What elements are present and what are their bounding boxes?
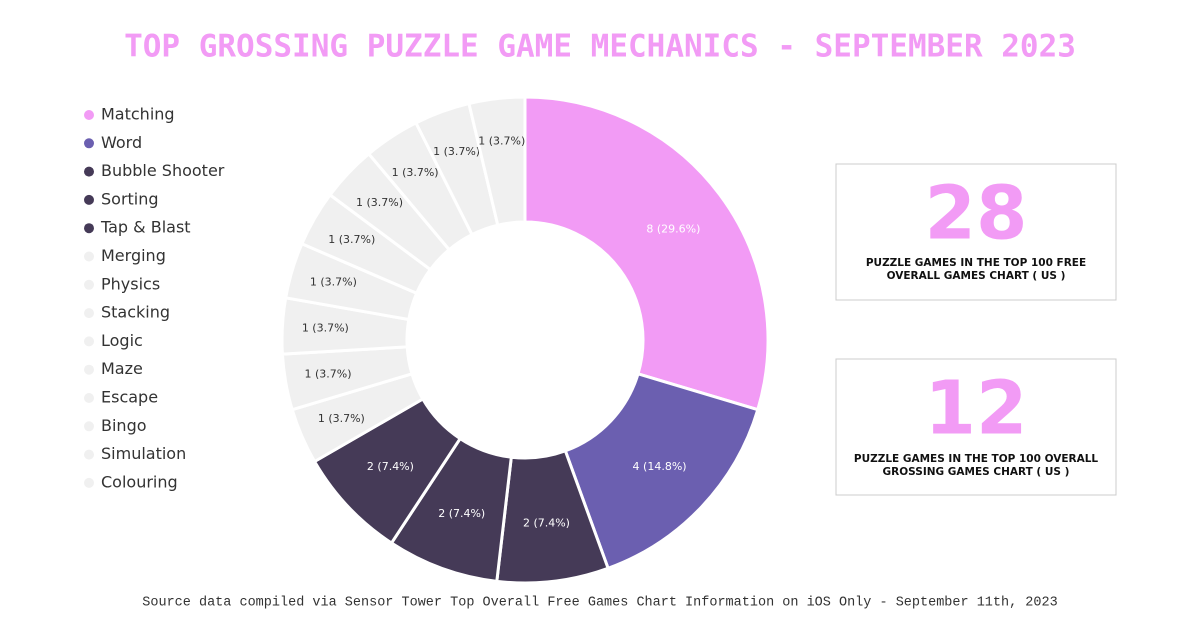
legend-label: Stacking xyxy=(101,303,170,322)
slice-label: 1 (3.7%) xyxy=(392,166,439,179)
slice-label: 2 (7.4%) xyxy=(367,460,414,473)
slice-label: 1 (3.7%) xyxy=(433,145,480,158)
legend-label: Matching xyxy=(101,105,175,124)
legend-label: Tap & Blast xyxy=(100,218,191,237)
legend-label: Physics xyxy=(101,274,160,293)
legend-marker xyxy=(84,110,94,120)
slice-label: 2 (7.4%) xyxy=(523,517,570,530)
legend-label: Word xyxy=(101,133,142,152)
slice-label: 1 (3.7%) xyxy=(328,233,375,246)
slice-label: 1 (3.7%) xyxy=(302,321,349,334)
stat-value: 12 xyxy=(925,366,1028,452)
slice-label: 1 (3.7%) xyxy=(318,412,365,425)
legend-marker xyxy=(84,336,94,347)
legend-label: Sorting xyxy=(101,189,159,208)
legend-label: Simulation xyxy=(101,444,186,463)
stat-caption: PUZZLE GAMES IN THE TOP 100 FREE xyxy=(866,257,1086,269)
stat-value: 28 xyxy=(925,171,1028,257)
slice-label: 1 (3.7%) xyxy=(478,134,525,147)
stat-caption: OVERALL GAMES CHART ( US ) xyxy=(887,270,1066,282)
stat-caption: GROSSING GAMES CHART ( US ) xyxy=(883,466,1070,478)
slice-label: 1 (3.7%) xyxy=(356,196,403,209)
legend-marker xyxy=(84,138,94,149)
slice xyxy=(523,95,770,412)
legend-label: Bingo xyxy=(101,416,147,435)
chart-title: TOP GROSSING PUZZLE GAME MECHANICS - SEP… xyxy=(124,29,1076,65)
stat-caption: PUZZLE GAMES IN THE TOP 100 OVERALL xyxy=(854,453,1099,465)
legend-label: Escape xyxy=(101,388,158,407)
legend-marker xyxy=(84,223,94,234)
legend-label: Logic xyxy=(101,331,143,350)
legend-marker xyxy=(84,279,94,290)
legend-marker xyxy=(84,364,94,375)
slice-label: 2 (7.4%) xyxy=(438,507,485,520)
legend-label: Merging xyxy=(101,246,166,265)
legend-label: Colouring xyxy=(101,472,178,491)
legend-marker xyxy=(84,308,94,319)
slice xyxy=(467,95,527,227)
slice xyxy=(563,371,760,571)
stat-box xyxy=(835,163,1117,301)
legend-label: Maze xyxy=(101,359,143,378)
source-note: Source data compiled via Sensor Tower To… xyxy=(142,596,1057,611)
legend-marker xyxy=(84,393,94,403)
legend-marker xyxy=(84,194,94,205)
slice-label: 1 (3.7%) xyxy=(310,276,357,289)
slice-label: 4 (14.8%) xyxy=(633,460,687,473)
legend-marker xyxy=(84,251,94,262)
legend-marker xyxy=(84,477,94,488)
stat-box xyxy=(835,358,1117,496)
slice-label: 1 (3.7%) xyxy=(305,368,352,381)
slice-label: 8 (29.6%) xyxy=(646,223,700,236)
legend-marker xyxy=(84,166,94,177)
legend-marker xyxy=(84,421,94,432)
legend-marker xyxy=(84,449,94,460)
legend-label: Bubble Shooter xyxy=(101,161,225,180)
